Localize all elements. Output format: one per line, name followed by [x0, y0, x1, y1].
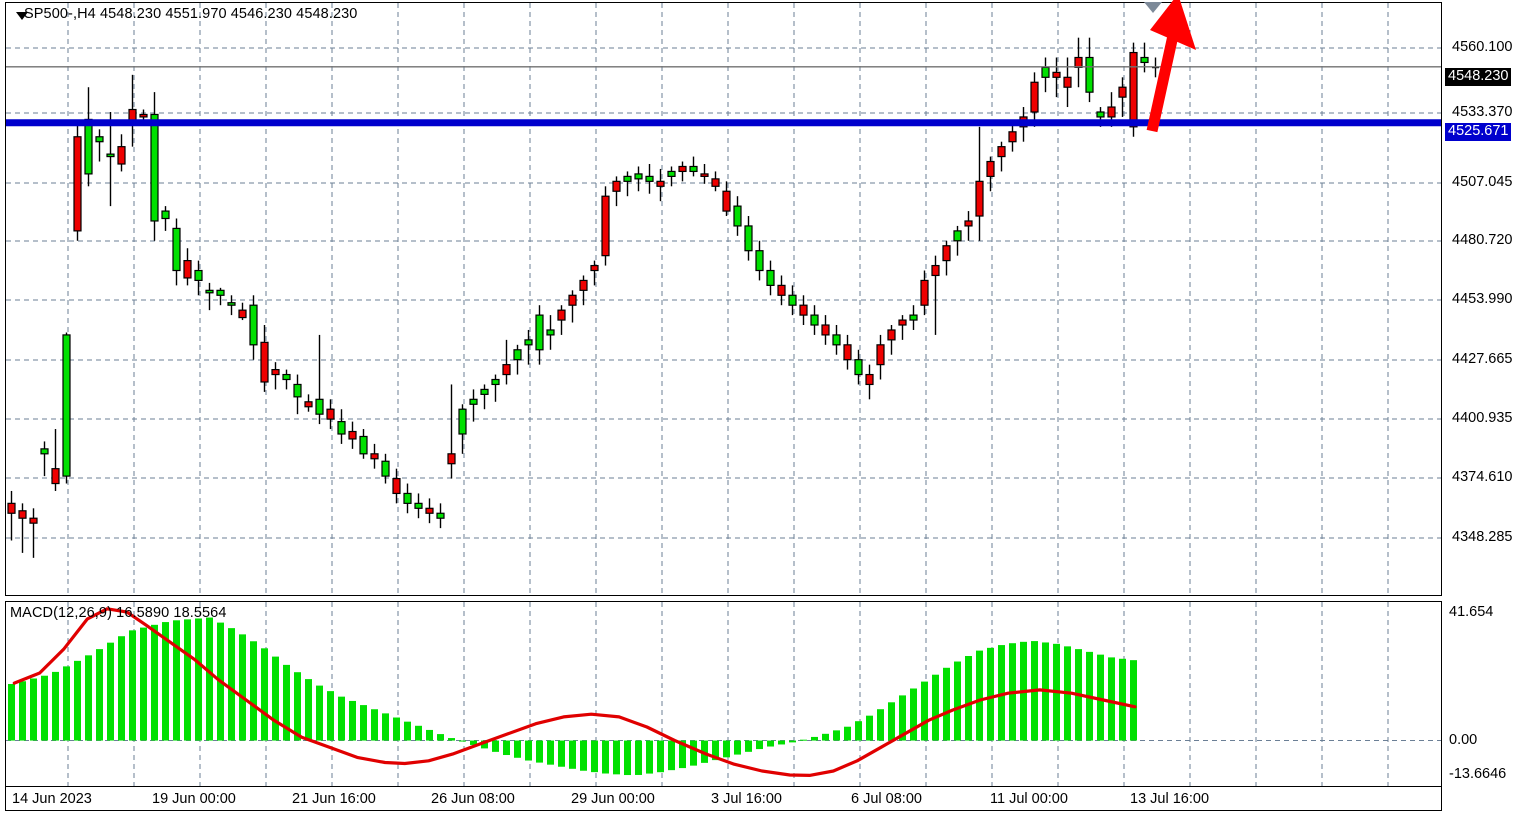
time-axis-tick-label: 21 Jun 16:00: [292, 791, 376, 807]
price-axis-tick-label: 4348.285: [1452, 529, 1513, 545]
price-axis-tick-label: 4427.665: [1452, 351, 1513, 367]
price-axis-tick-label: 4480.720: [1452, 232, 1513, 248]
current-price-tag: 4548.230: [1445, 68, 1512, 86]
macd-axis-tick-label: -13.6646: [1449, 766, 1507, 782]
support-price-tag: 4525.671: [1445, 123, 1512, 141]
symbol-ohlc-label: SP500-,H4 4548.230 4551.970 4546.230 454…: [24, 6, 358, 22]
price-axis-tick-label: 4533.370: [1452, 104, 1513, 120]
price-axis-tick-label: 4400.935: [1452, 410, 1513, 426]
price-chart-pane[interactable]: [5, 2, 1442, 596]
time-axis-tick-label: 6 Jul 08:00: [851, 791, 922, 807]
time-axis-tick-label: 14 Jun 2023: [12, 791, 92, 807]
macd-axis-tick-label: 41.654: [1449, 604, 1494, 620]
time-axis-tick-label: 13 Jul 16:00: [1130, 791, 1210, 807]
price-axis-tick-label: 4507.045: [1452, 174, 1513, 190]
price-axis-tick-label: 4374.610: [1452, 469, 1513, 485]
time-axis-tick-label: 19 Jun 00:00: [152, 791, 236, 807]
triangle-down-icon[interactable]: [16, 12, 28, 20]
macd-axis-tick-label: 0.00: [1449, 731, 1478, 748]
price-axis-tick-label: 4453.990: [1452, 291, 1513, 307]
time-axis-tick-label: 26 Jun 08:00: [431, 791, 515, 807]
time-axis-tick-label: 3 Jul 16:00: [711, 791, 782, 807]
macd-indicator-label: MACD(12,26,9) 16.5890 18.5564: [10, 605, 227, 621]
time-axis[interactable]: [5, 787, 1442, 811]
price-axis[interactable]: [1442, 0, 1526, 813]
time-axis-tick-label: 29 Jun 00:00: [571, 791, 655, 807]
time-axis-tick-label: 11 Jul 00:00: [990, 791, 1068, 807]
price-axis-tick-label: 4560.100: [1452, 39, 1513, 55]
down-triangle-marker-icon[interactable]: [1144, 2, 1162, 13]
